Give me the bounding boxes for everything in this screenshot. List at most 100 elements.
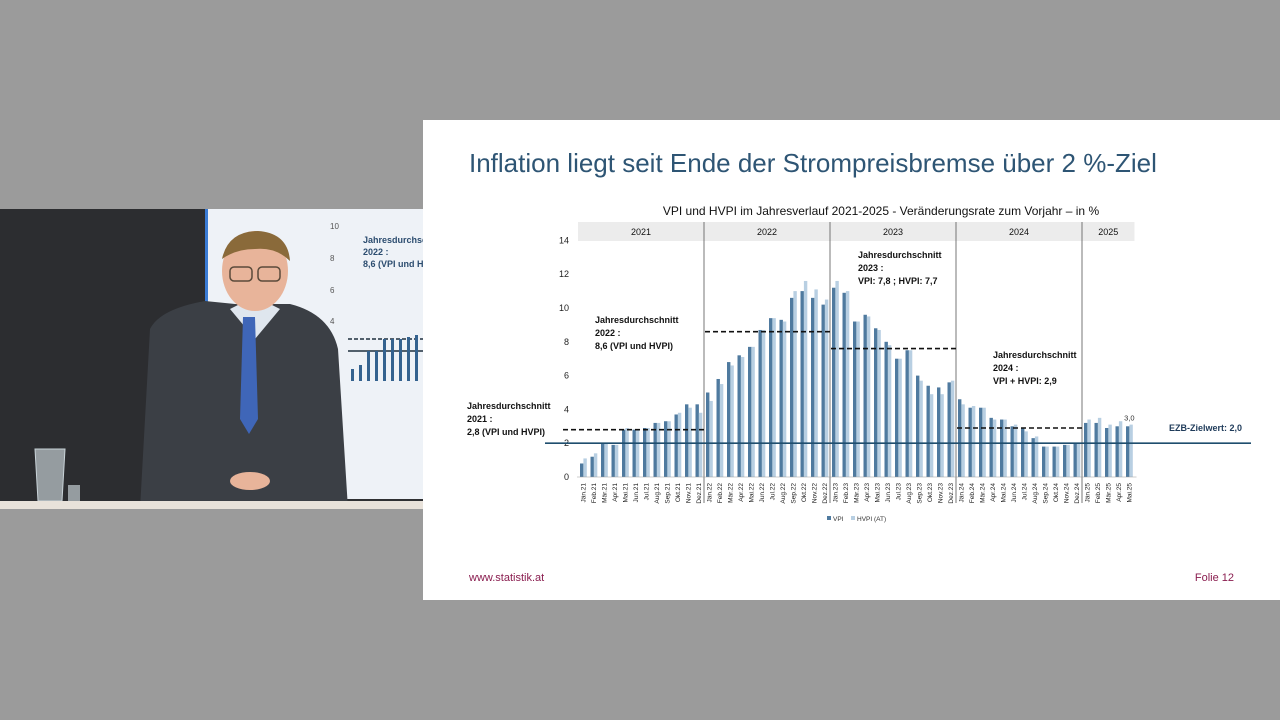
year-label: 2024 [1009,227,1029,237]
desk-surface [0,501,423,509]
bar-vpi [800,291,804,477]
bar-hvpi [940,394,944,477]
bar-hvpi [1013,424,1018,477]
x-tick-label: Jän.25 [1084,483,1091,503]
slide-title: Inflation liegt seit Ende der Strompreis… [469,148,1157,178]
year-label: 2022 [757,227,777,237]
bar-vpi [947,382,951,477]
x-tick-label: Okt.22 [801,483,808,503]
bar-hvpi [719,384,724,477]
legend-swatch-hvpi [851,516,855,520]
x-tick-label: Sep.22 [790,483,797,504]
bar-vpi [674,414,678,477]
bs-tick: 10 [330,222,339,231]
bar-vpi [1063,444,1067,477]
average-annotation-year: 2024 : [993,363,1019,373]
bar-hvpi [992,419,997,477]
average-annotation-title: Jahresdurchschnitt [467,401,551,411]
average-annotation-value: VPI: 7,8 ; HVPI: 7,7 [858,276,938,286]
bs-tick: 6 [330,286,335,295]
bs-annotation-year: 2022 : [363,247,389,257]
footer-website: www.statistik.at [469,572,545,584]
bar-hvpi [887,345,892,477]
x-tick-label: Sep.24 [1042,483,1049,504]
x-tick-label: Apr.24 [990,483,997,502]
year-band [830,222,956,241]
bar-hvpi [824,299,829,477]
bar-vpi [1126,426,1130,477]
bar-hvpi [803,280,808,477]
bar-vpi [748,346,752,477]
bar-hvpi [1045,446,1049,477]
bar-vpi [1000,419,1004,477]
bar-vpi [1021,427,1025,477]
x-tick-label: Feb.25 [1095,483,1102,504]
bar-hvpi [688,407,692,477]
bar-vpi [842,292,846,477]
legend-swatch-vpi [827,516,831,520]
average-annotation-title: Jahresdurchschnitt [858,250,942,260]
bar-hvpi [709,400,713,477]
bar-vpi [737,355,741,477]
bar-vpi [895,358,899,477]
bar-hvpi [782,321,787,477]
x-tick-label: Mär.25 [1105,483,1112,503]
bs-tick: 4 [330,317,335,326]
average-annotation-value: 2,8 (VPI und HVPI) [467,427,545,437]
bar-vpi [769,318,773,477]
bar-vpi [1105,427,1109,477]
bar-hvpi [1087,419,1091,477]
bar-hvpi [583,458,587,477]
x-tick-label: Jun.23 [885,483,892,503]
bs-annotation-value: 8,6 (VPI und HVPI) [363,259,423,269]
x-tick-label: Jän.22 [706,483,713,503]
bar-hvpi [1097,417,1102,477]
bar-vpi [1115,426,1119,477]
x-tick-label: Mai.21 [622,483,629,503]
x-tick-label: Aug.21 [654,483,661,504]
average-annotation-year: 2021 : [467,414,493,424]
bar-vpi [653,422,657,477]
bar-hvpi [877,329,881,477]
year-band [1082,222,1135,241]
bar-vpi [1084,422,1088,477]
average-annotation-year: 2023 : [858,263,884,273]
bs-tick: 8 [330,254,335,263]
bar-hvpi [866,316,871,477]
bar-hvpi [961,404,965,477]
bar-hvpi [1024,431,1028,477]
bar-hvpi [740,357,745,477]
bar-hvpi [814,289,818,477]
bar-vpi [884,341,888,477]
y-tick-label: 4 [564,404,569,414]
x-tick-label: Jän.23 [832,483,839,503]
x-tick-label: Nov.22 [811,483,818,503]
bar-hvpi [929,394,934,477]
x-tick-label: Sep.23 [916,483,923,504]
bar-hvpi [950,380,955,477]
x-tick-label: Aug.22 [780,483,787,504]
bar-hvpi [1129,424,1133,477]
x-tick-label: Mai.23 [874,483,881,503]
bar-vpi [821,304,825,477]
x-tick-label: Mär.22 [727,483,734,503]
x-tick-label: Dez.24 [1074,483,1081,504]
x-tick-label: Feb.23 [843,483,850,504]
footer-slide-number: Folie 12 [1194,572,1234,584]
x-tick-label: Feb.22 [717,483,724,504]
bar-hvpi [604,443,608,477]
bar-hvpi [751,346,755,477]
x-tick-label: Mai.22 [748,483,755,503]
x-tick-label: Jän.21 [580,483,587,503]
x-tick-label: Feb.24 [969,483,976,504]
bs-annotation-title: Jahresdurchschnitt [363,235,423,245]
bar-vpi [695,404,699,477]
bar-hvpi [856,321,860,477]
x-tick-label: Jun.22 [759,483,766,503]
bar-vpi [758,329,762,477]
x-tick-label: Jul.23 [895,483,902,501]
bar-hvpi [1034,436,1039,477]
bar-hvpi [625,427,629,477]
bar-hvpi [730,365,734,477]
y-tick-label: 14 [559,235,569,245]
